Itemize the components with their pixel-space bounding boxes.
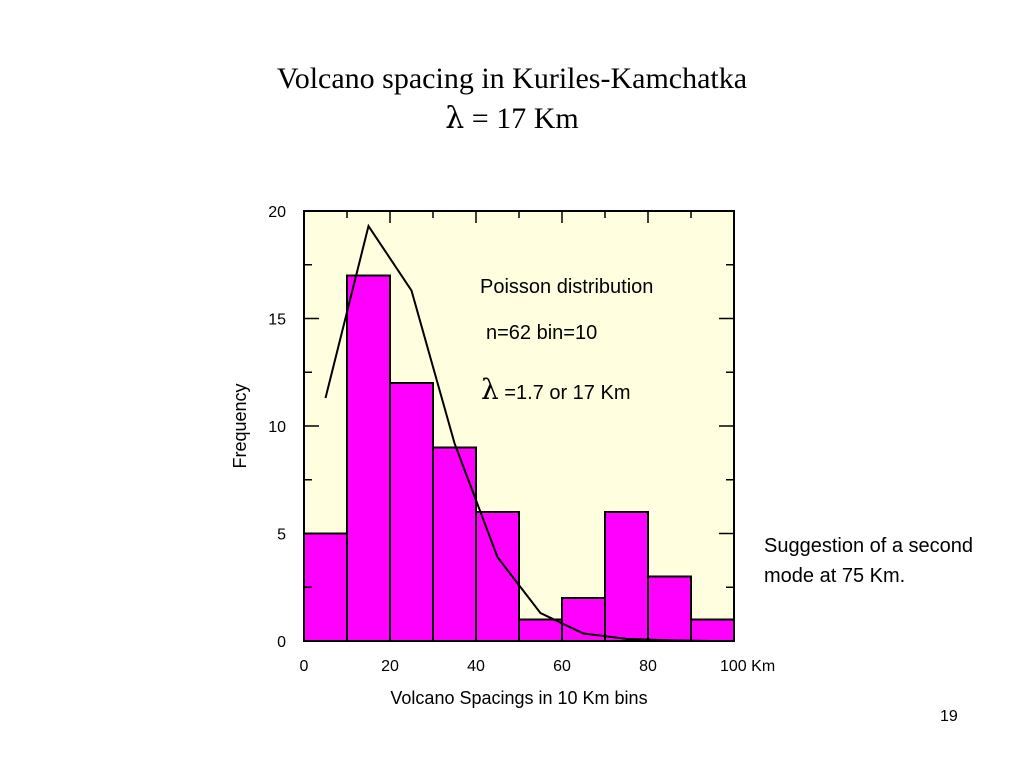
plot-frame bbox=[303, 210, 735, 642]
y-tick-label: 0 bbox=[277, 634, 286, 651]
histogram-bar bbox=[518, 618, 563, 642]
annotation-n-bin: n=62 bin=10 bbox=[486, 322, 597, 344]
x-tick-label: 100 Km bbox=[720, 658, 775, 675]
x-tick-label: 40 bbox=[467, 658, 485, 675]
histogram-bar bbox=[604, 511, 649, 642]
subtitle-text: = 17 Km bbox=[464, 102, 579, 135]
histogram-bar bbox=[346, 274, 391, 642]
y-tick-label: 10 bbox=[268, 419, 286, 436]
annotation-lambda: λ =1.7 or 17 Km bbox=[481, 373, 631, 406]
annotation-lambda-symbol: λ bbox=[481, 373, 499, 406]
tick-labels-group: 0 20 40 60 80 100 Km 0 5 10 15 20 bbox=[268, 204, 775, 675]
second-mode-note: Suggestion of a second mode at 75 Km. bbox=[764, 535, 974, 587]
slide-title: Volcano spacing in Kuriles-Kamchatka bbox=[276, 62, 748, 95]
slide-subtitle: λ = 17 Km bbox=[0, 101, 1024, 136]
poisson-curve bbox=[324, 223, 713, 642]
histogram-bar bbox=[389, 382, 434, 642]
annotation-poisson: Poisson distribution bbox=[480, 276, 653, 298]
x-tick-label: 0 bbox=[300, 658, 309, 675]
lambda-symbol: λ bbox=[445, 101, 465, 136]
x-tick-label: 60 bbox=[553, 658, 571, 675]
y-axis-label: Frequency bbox=[230, 383, 250, 468]
y-tick-label: 5 bbox=[277, 527, 286, 544]
histogram-bar bbox=[690, 618, 735, 642]
y-tick-label: 20 bbox=[268, 204, 286, 221]
x-axis-label: Volcano Spacings in 10 Km bins bbox=[390, 688, 647, 708]
page-number: 19 bbox=[940, 708, 958, 725]
histogram-bar bbox=[432, 446, 477, 642]
y-tick-label: 15 bbox=[268, 312, 286, 329]
annotation-lambda-text: =1.7 or 17 Km bbox=[499, 382, 631, 404]
histogram-bar bbox=[647, 575, 692, 642]
x-tick-label: 80 bbox=[639, 658, 657, 675]
x-tick-label: 20 bbox=[381, 658, 399, 675]
